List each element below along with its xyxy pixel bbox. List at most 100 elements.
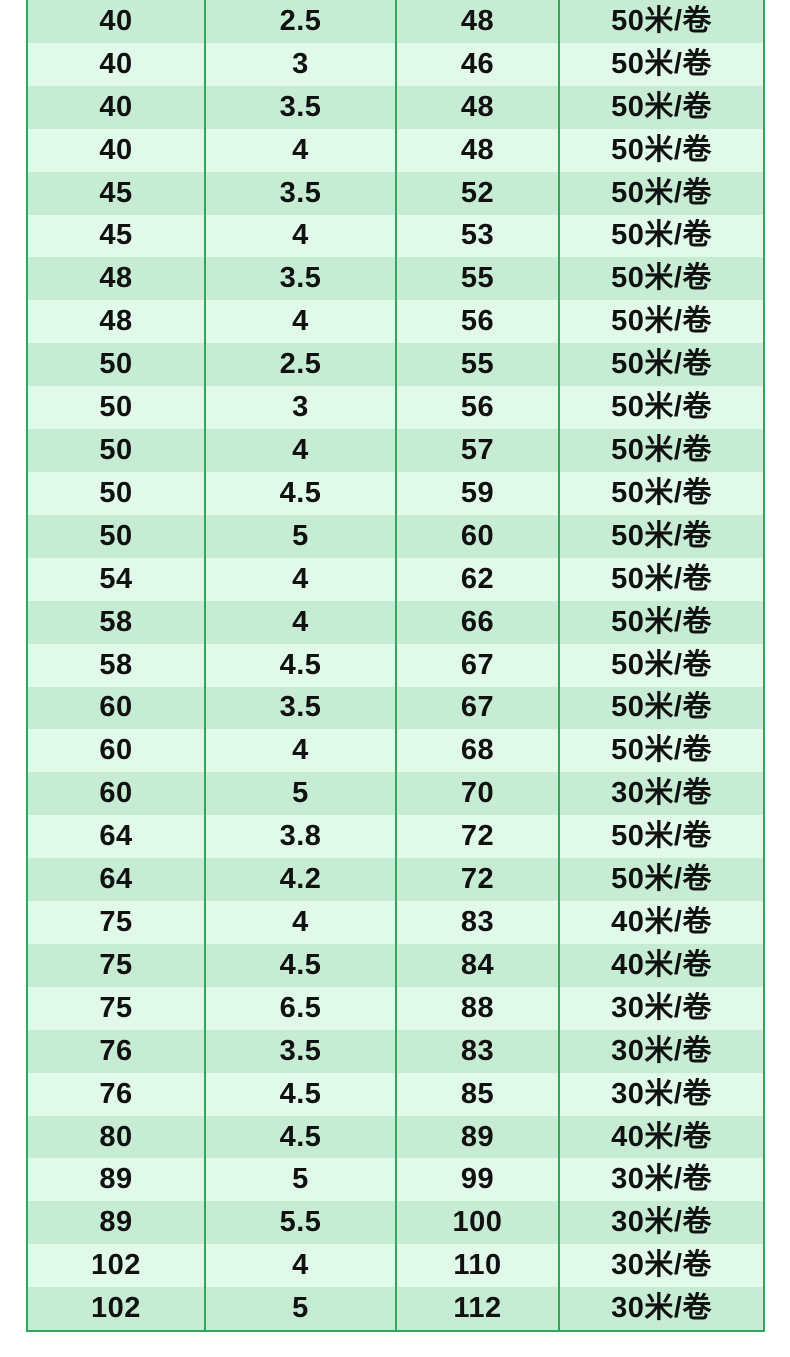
table-cell: 4 [204, 729, 395, 773]
table-cell: 3 [204, 386, 395, 430]
table-row: 58 4 66 50米/卷 [28, 600, 763, 644]
table-cell: 75 [99, 991, 133, 1024]
table-cell: 110 [395, 1244, 558, 1288]
table-cell: 48 [99, 262, 133, 295]
table-cell: 75 [99, 948, 133, 981]
table-cell: 4 [204, 214, 395, 258]
table-cell: 3.5 [204, 686, 395, 730]
table-cell: 5 [204, 772, 395, 816]
table-row: 45 3.5 52 50米/卷 [28, 171, 763, 215]
table-cell: 89 [395, 1115, 558, 1159]
table-cell: 55 [395, 343, 558, 387]
table-cell: 40 [99, 133, 133, 166]
table-cell: 4 [204, 557, 395, 601]
table-row: 64 4.2 72 50米/卷 [28, 858, 763, 902]
table-cell: 50米/卷 [558, 257, 763, 301]
table-cell: 112 [395, 1287, 558, 1331]
table-cell: 72 [395, 858, 558, 902]
table-row: 40 3 46 50米/卷 [28, 42, 763, 86]
table-cell: 67 [395, 643, 558, 687]
table-cell: 88 [395, 986, 558, 1030]
table-cell: 50米/卷 [558, 514, 763, 558]
table-row: 89 5 99 30米/卷 [28, 1158, 763, 1202]
table-row: 102 4 110 30米/卷 [28, 1244, 763, 1288]
table-cell: 30米/卷 [558, 772, 763, 816]
table-cell: 56 [395, 300, 558, 344]
table-cell: 4 [204, 300, 395, 344]
table-cell: 50米/卷 [558, 471, 763, 515]
table-cell: 102 [91, 1292, 141, 1325]
table-cell: 50米/卷 [558, 386, 763, 430]
table-cell: 50米/卷 [558, 643, 763, 687]
table-row: 50 5 60 50米/卷 [28, 514, 763, 558]
table-cell: 53 [395, 214, 558, 258]
table-row: 60 5 70 30米/卷 [28, 772, 763, 816]
table-row: 60 4 68 50米/卷 [28, 729, 763, 773]
table-cell: 4.5 [204, 643, 395, 687]
table-row: 75 4.5 84 40米/卷 [28, 943, 763, 987]
table-row: 48 3.5 55 50米/卷 [28, 257, 763, 301]
table-cell: 50米/卷 [558, 429, 763, 472]
table-cell: 50米/卷 [558, 343, 763, 387]
table-cell: 50米/卷 [558, 557, 763, 601]
table-cell: 66 [395, 600, 558, 644]
table-cell: 57 [395, 429, 558, 472]
table-cell: 100 [395, 1201, 558, 1245]
table-cell: 102 [91, 1249, 141, 1282]
table-cell: 99 [395, 1158, 558, 1202]
table-cell: 46 [395, 42, 558, 86]
table-cell: 5 [204, 514, 395, 558]
table-row: 76 3.5 83 30米/卷 [28, 1029, 763, 1073]
table-row: 80 4.5 89 40米/卷 [28, 1115, 763, 1159]
table-cell: 40 [99, 90, 133, 123]
table-cell: 50 [99, 391, 133, 424]
table-cell: 30米/卷 [558, 986, 763, 1030]
table-row: 50 3 56 50米/卷 [28, 386, 763, 430]
table-cell: 76 [99, 1077, 133, 1110]
table-cell: 6.5 [204, 986, 395, 1030]
table-cell: 45 [99, 219, 133, 252]
table-cell: 4 [204, 128, 395, 172]
table-cell: 3.5 [204, 1029, 395, 1073]
table-body: 40 2.5 48 50米/卷 40 3 46 50米/卷 40 3.5 48 50米/卷 40 4 48 5… [28, 0, 763, 1331]
table-cell: 4 [204, 1244, 395, 1288]
table-row: 48 4 56 50米/卷 [28, 300, 763, 344]
table-cell: 59 [395, 471, 558, 515]
table-cell: 48 [395, 85, 558, 129]
table-cell: 3.8 [204, 815, 395, 859]
table-cell: 67 [395, 686, 558, 730]
table-cell: 83 [395, 901, 558, 944]
table-cell: 60 [99, 734, 133, 767]
table-cell: 30米/卷 [558, 1158, 763, 1202]
table-cell: 5.5 [204, 1201, 395, 1245]
table-cell: 50米/卷 [558, 300, 763, 344]
table-cell: 2.5 [204, 343, 395, 387]
table-cell: 50 [99, 434, 133, 467]
table-row: 58 4.5 67 50米/卷 [28, 643, 763, 687]
table-cell: 55 [395, 257, 558, 301]
table-cell: 2.5 [204, 0, 395, 43]
table-cell: 64 [99, 863, 133, 896]
table-row: 40 3.5 48 50米/卷 [28, 85, 763, 129]
table-cell: 4.5 [204, 1072, 395, 1116]
table-cell: 50米/卷 [558, 0, 763, 43]
table-cell: 3.5 [204, 85, 395, 129]
table-cell: 30米/卷 [558, 1244, 763, 1288]
table-row: 60 3.5 67 50米/卷 [28, 686, 763, 730]
table-cell: 89 [99, 1206, 133, 1239]
table-cell: 40米/卷 [558, 1115, 763, 1159]
table-cell: 72 [395, 815, 558, 859]
table-row: 75 6.5 88 30米/卷 [28, 986, 763, 1030]
spec-table: 40 2.5 48 50米/卷 40 3 46 50米/卷 40 3.5 48 50米/卷 40 4 48 5… [26, 0, 765, 1332]
table-cell: 50米/卷 [558, 85, 763, 129]
table-row: 64 3.8 72 50米/卷 [28, 815, 763, 859]
table-row: 45 4 53 50米/卷 [28, 214, 763, 258]
table-cell: 70 [395, 772, 558, 816]
table-cell: 30米/卷 [558, 1287, 763, 1331]
table-cell: 40 [99, 47, 133, 80]
table-cell: 68 [395, 729, 558, 773]
table-cell: 76 [99, 1034, 133, 1067]
table-cell: 4.5 [204, 471, 395, 515]
table-cell: 5 [204, 1158, 395, 1202]
table-cell: 54 [99, 562, 133, 595]
